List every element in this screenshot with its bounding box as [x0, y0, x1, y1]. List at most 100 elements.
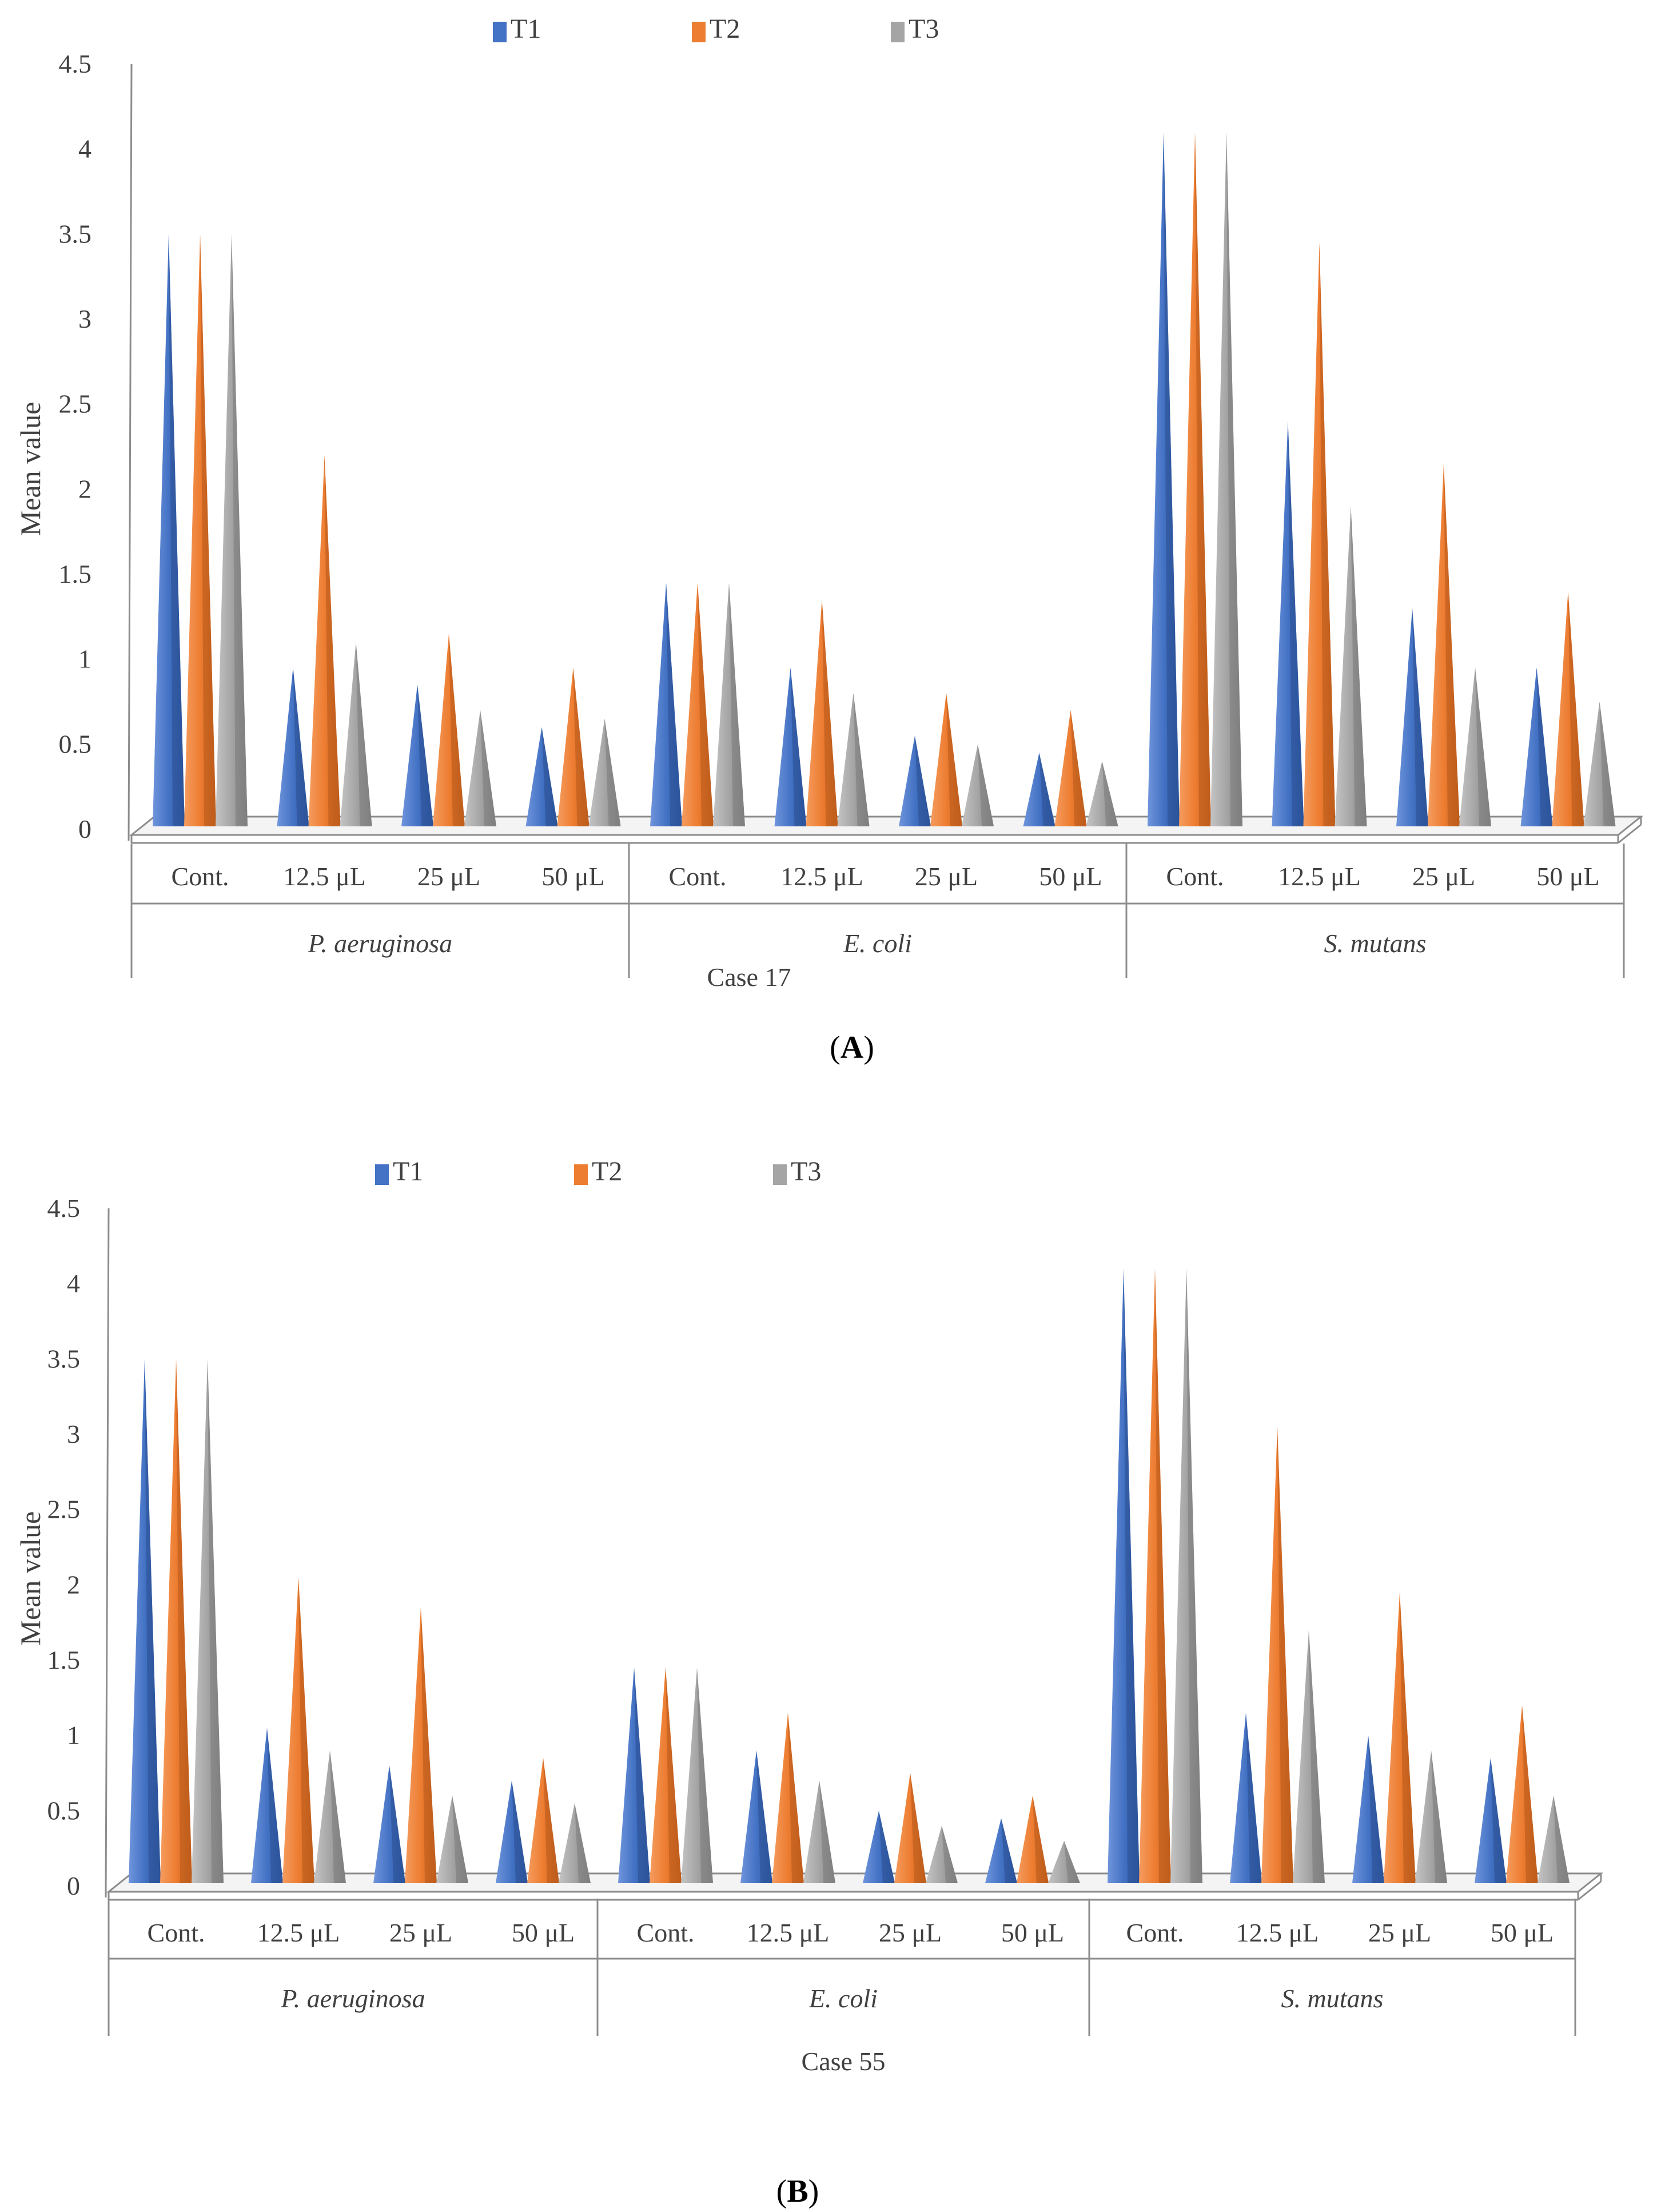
cone-shade: [1568, 591, 1584, 826]
cone-shade: [208, 1359, 224, 1883]
bar-t1: [650, 582, 682, 826]
cone-shade: [1277, 1426, 1293, 1883]
cone-shade: [1599, 702, 1616, 826]
cone-shade: [293, 667, 309, 826]
x-tick-label: 50 μL: [1491, 1918, 1554, 1947]
cone-shade: [634, 1668, 650, 1883]
x-tick-label: 12.5 μL: [747, 1918, 830, 1947]
bar-t3: [559, 1803, 591, 1883]
bar-t2: [282, 1577, 314, 1883]
cone-shade: [1412, 608, 1428, 826]
bar-t3: [837, 693, 870, 826]
group-label: E. coli: [843, 929, 912, 958]
bar-t2: [806, 599, 838, 826]
bar-t2: [160, 1359, 192, 1883]
x-categories-a: Cont. 12.5 μL 25 μL 50 μL Cont. 12.5 μL 25 μL 5…: [130, 844, 1625, 978]
cone-shade: [756, 1750, 772, 1883]
floor-a: [129, 815, 1644, 844]
bar-t1: [1023, 753, 1055, 826]
cone-shade: [389, 1765, 405, 1883]
bar-t1: [401, 685, 433, 826]
cone-shade: [666, 1668, 682, 1883]
cone-shade: [575, 1803, 591, 1883]
bar-t1: [1352, 1735, 1384, 1883]
bar-t1: [129, 1359, 161, 1883]
cone-shade: [666, 582, 682, 826]
cone-shade: [449, 634, 465, 826]
bar-t2: [1261, 1426, 1293, 1883]
bar-t3: [588, 718, 621, 826]
bar-t2: [1428, 463, 1460, 826]
bar-t3: [926, 1825, 958, 1883]
legend-b: T1 T2 T3: [375, 1156, 821, 1187]
cone-shade: [541, 727, 558, 826]
bar-t3: [681, 1668, 713, 1883]
x-tick-label: Cont.: [1126, 1918, 1184, 1947]
cone-shade: [853, 693, 870, 826]
y-ticks-a: 0 0.5 1 1.5 2 2.5 3 3.5 4 4.5: [59, 49, 133, 844]
cone-shade: [915, 735, 931, 826]
bar-t2: [184, 234, 216, 826]
cone-shade: [790, 667, 807, 826]
bar-t1: [1475, 1758, 1507, 1883]
cone-shade: [978, 744, 994, 826]
y-axis-label-a: Mean value: [14, 402, 46, 536]
cone-shade: [1195, 132, 1211, 826]
y-tick-label: 4.5: [59, 49, 92, 78]
cone-shade: [330, 1750, 346, 1883]
bar-t1: [1272, 421, 1304, 826]
x-tick-label: 25 μL: [1412, 862, 1475, 891]
x-tick-label: 12.5 μL: [283, 862, 366, 891]
x-tick-label: Cont.: [1166, 862, 1224, 891]
x-tick-label: Cont.: [669, 862, 727, 891]
cone-shade: [1491, 1758, 1507, 1883]
cone-shade: [1064, 1841, 1080, 1883]
cone-shade: [1186, 1268, 1202, 1883]
cone-shade: [145, 1359, 161, 1883]
cone-shade: [1246, 1713, 1262, 1883]
y-tick-label: 2.5: [47, 1495, 81, 1524]
x-categories-b: Cont. 12.5 μL 25 μL 50 μL Cont. 12.5 μL 25 μL 5…: [107, 1899, 1576, 2036]
cone-shade: [1155, 1268, 1171, 1883]
cone-shade: [1319, 242, 1336, 826]
legend-label-t3: T3: [791, 1156, 821, 1187]
cone-shade: [942, 1825, 958, 1883]
legend-label-t1: T1: [511, 14, 541, 44]
bar-t2: [682, 582, 714, 826]
bar-t3: [1170, 1268, 1202, 1883]
bar-t3: [1459, 667, 1491, 826]
cone-shade: [417, 685, 433, 826]
bar-t3: [803, 1780, 835, 1883]
legend-swatch-t1: [493, 22, 507, 42]
y-tick-label: 0: [67, 1871, 80, 1900]
legend-swatch-t3: [773, 1164, 787, 1185]
bar-t1: [373, 1765, 405, 1883]
cone-shade: [946, 693, 962, 826]
bar-t1: [1396, 608, 1428, 826]
cone-shade: [729, 582, 745, 826]
cone-shade: [512, 1780, 528, 1883]
cone-shade: [819, 1780, 835, 1883]
floor-edge: [1578, 1880, 1602, 1901]
cone-shade: [822, 599, 838, 826]
y-tick-label: 3.5: [47, 1344, 81, 1373]
cone-shade: [176, 1359, 192, 1883]
bar-t3: [1415, 1750, 1447, 1883]
bar-t3: [314, 1750, 346, 1883]
cone-shade: [697, 1668, 713, 1883]
legend-label-t2: T2: [710, 14, 740, 44]
y-tick-label: 0.5: [47, 1796, 81, 1825]
bar-t2: [930, 693, 962, 826]
cone-shade: [1001, 1818, 1017, 1883]
caption-b-letter: B: [787, 2174, 808, 2209]
x-tick-label: 50 μL: [541, 862, 604, 891]
bar-t2: [1054, 710, 1087, 826]
bar-t3: [192, 1359, 224, 1883]
x-tick-label: 12.5 μL: [1278, 862, 1361, 891]
x-tick-label: Cont.: [172, 862, 229, 891]
bar-t2: [527, 1758, 559, 1883]
bar-t2: [433, 634, 465, 826]
bar-t1: [899, 735, 931, 826]
bar-t3: [1293, 1630, 1325, 1883]
cone-shade: [910, 1773, 926, 1883]
